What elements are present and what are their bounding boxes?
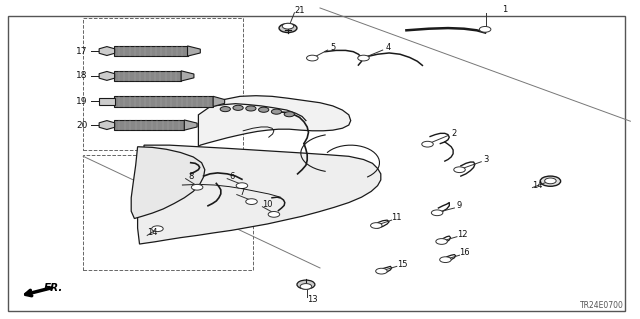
Circle shape <box>259 107 269 112</box>
Circle shape <box>271 109 282 114</box>
Bar <box>114 71 181 81</box>
Text: 4: 4 <box>385 43 390 52</box>
Polygon shape <box>198 96 351 147</box>
Circle shape <box>422 141 433 147</box>
Text: 10: 10 <box>262 200 273 209</box>
Bar <box>83 18 243 150</box>
Text: 19: 19 <box>76 97 88 106</box>
Polygon shape <box>184 120 197 130</box>
Text: 7: 7 <box>239 188 244 197</box>
Circle shape <box>246 199 257 204</box>
Circle shape <box>268 211 280 217</box>
Circle shape <box>300 284 312 289</box>
Circle shape <box>279 24 297 33</box>
Bar <box>99 98 115 105</box>
Polygon shape <box>138 145 381 244</box>
Circle shape <box>191 184 203 190</box>
Text: 8: 8 <box>188 172 193 181</box>
Circle shape <box>440 257 451 263</box>
Text: 6: 6 <box>229 172 234 181</box>
Circle shape <box>284 112 294 117</box>
Bar <box>114 120 184 130</box>
Text: 17: 17 <box>76 47 88 56</box>
Text: 20: 20 <box>76 121 88 130</box>
Text: 21: 21 <box>294 6 305 15</box>
Circle shape <box>233 105 243 110</box>
Bar <box>83 155 253 270</box>
Text: 3: 3 <box>484 155 489 164</box>
Text: 1: 1 <box>502 5 507 14</box>
Circle shape <box>297 280 315 289</box>
Text: 11: 11 <box>392 213 402 222</box>
Circle shape <box>436 239 447 244</box>
Circle shape <box>307 55 318 61</box>
Circle shape <box>371 223 382 228</box>
Text: 5: 5 <box>330 43 335 52</box>
Text: 13: 13 <box>307 295 317 304</box>
Circle shape <box>376 268 387 274</box>
Bar <box>114 96 213 107</box>
Polygon shape <box>181 71 194 81</box>
Bar <box>114 46 188 56</box>
Circle shape <box>431 210 443 216</box>
Polygon shape <box>213 96 225 107</box>
Circle shape <box>540 176 561 186</box>
Text: 12: 12 <box>457 230 467 239</box>
Text: FR.: FR. <box>44 284 63 293</box>
Text: TR24E0700: TR24E0700 <box>580 301 624 310</box>
Polygon shape <box>188 46 200 56</box>
Text: 14: 14 <box>147 228 157 237</box>
Circle shape <box>545 178 556 184</box>
Text: 9: 9 <box>457 201 462 210</box>
Circle shape <box>220 107 230 112</box>
Text: 18: 18 <box>76 71 88 80</box>
Text: 16: 16 <box>460 248 470 257</box>
Circle shape <box>152 226 163 232</box>
Circle shape <box>358 55 369 61</box>
Text: 2: 2 <box>452 129 457 138</box>
Circle shape <box>246 106 256 111</box>
Circle shape <box>282 23 294 29</box>
Text: 14: 14 <box>532 181 543 190</box>
Circle shape <box>236 183 248 189</box>
Polygon shape <box>131 147 205 219</box>
Circle shape <box>479 26 491 32</box>
Text: 15: 15 <box>397 260 407 269</box>
Circle shape <box>454 167 465 173</box>
